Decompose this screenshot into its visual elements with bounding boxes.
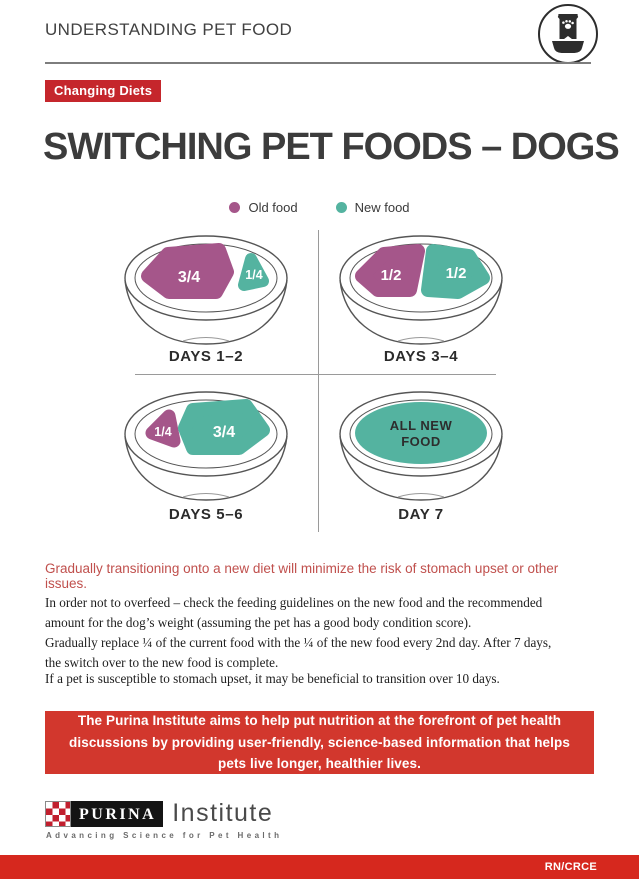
pet-food-icon-graphic — [552, 14, 584, 53]
fraction-old-days-5-6: 1/4 — [154, 425, 171, 439]
legend-item-old-food: Old food — [229, 200, 298, 215]
fraction-old-days-3-4: 1/2 — [381, 267, 402, 284]
all-new-food-line1: ALL NEW — [390, 418, 453, 433]
bottom-red-bar: RN/CRCE — [0, 855, 639, 879]
page-title: SWITCHING PET FOODS – DOGS — [43, 126, 620, 168]
bowl-label-days-3-4: DAYS 3–4 — [383, 348, 459, 365]
grid-divider-horizontal — [135, 374, 496, 375]
purina-institute-callout: The Purina Institute aims to help put nu… — [45, 711, 594, 774]
callout-text: The Purina Institute aims to help put nu… — [69, 713, 570, 772]
purina-institute-logo: PURINA Institute — [45, 799, 273, 828]
fraction-new-days-5-6: 3/4 — [213, 424, 235, 441]
fraction-old-days-1-2: 3/4 — [178, 269, 200, 286]
bowl-label-day-7: DAY 7 — [398, 506, 444, 523]
fraction-new-days-3-4: 1/2 — [446, 265, 467, 282]
category-badge: Changing Diets — [45, 80, 162, 102]
body-paragraph-1: In order not to overfeed – check the fee… — [45, 595, 543, 630]
bowl-day-7: ALL NEW FOOD — [339, 391, 503, 501]
bowl-days-1-2: 3/4 1/4 — [124, 235, 288, 345]
grid-divider-vertical — [318, 230, 319, 532]
page-header-title: UNDERSTANDING PET FOOD — [45, 20, 293, 39]
legend: Old food New food — [0, 200, 639, 215]
body-paragraph-3: If a pet is susceptible to stomach upset… — [45, 671, 500, 686]
old-food-dot-icon — [229, 202, 241, 213]
bowl-days-5-6: 1/4 3/4 — [124, 391, 288, 501]
bowl-label-days-5-6: DAYS 5–6 — [168, 506, 244, 523]
new-food-dot-icon — [335, 202, 347, 213]
purina-checkerboard-icon — [45, 800, 71, 827]
all-new-food-line2: FOOD — [401, 434, 441, 449]
body-paragraph-2: Gradually replace ¼ of the current food … — [45, 635, 552, 670]
header-divider — [45, 62, 591, 64]
logo-tagline: Advancing Science for Pet Health — [46, 831, 283, 840]
legend-old-label: Old food — [248, 200, 298, 215]
highlight-sentence: Gradually transitioning onto a new diet … — [45, 561, 559, 591]
legend-new-label: New food — [354, 200, 410, 215]
bowl-days-3-4: 1/2 1/2 — [339, 235, 503, 345]
bowl-label-days-1-2: DAYS 1–2 — [168, 348, 244, 365]
legend-item-new-food: New food — [335, 200, 410, 215]
institute-wordmark: Institute — [172, 799, 274, 827]
footer-code: RN/CRCE — [544, 861, 597, 873]
purina-wordmark: PURINA — [71, 800, 164, 827]
pet-food-bag-and-bowl-icon — [538, 4, 598, 64]
fraction-new-days-1-2: 1/4 — [245, 268, 262, 282]
